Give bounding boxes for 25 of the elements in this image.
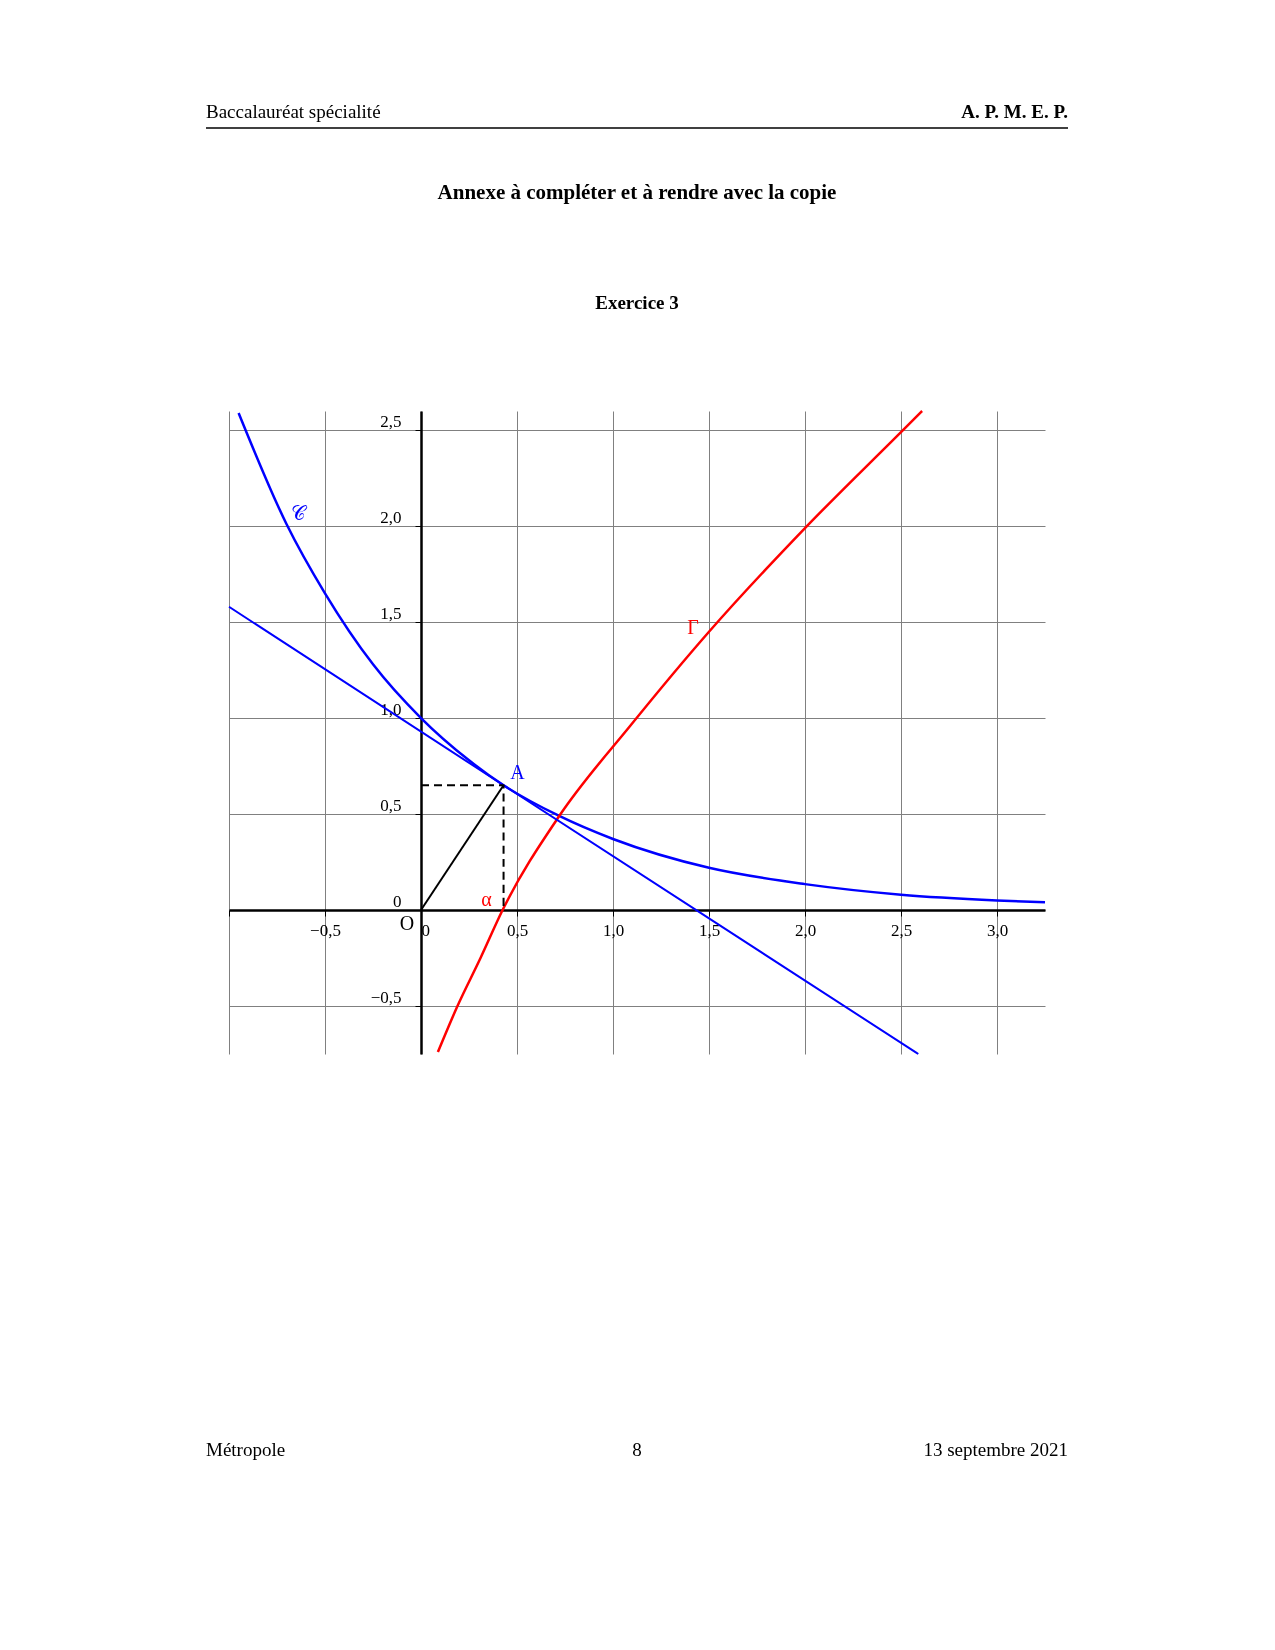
y-tick-label: 2,0 xyxy=(380,507,402,527)
chart-subtitle: Exercice 3 xyxy=(595,292,679,313)
x-tick-label: 2,0 xyxy=(794,920,817,940)
annotation: A xyxy=(510,761,526,784)
x-tick-label: −0,5 xyxy=(310,920,341,940)
annotation: Γ xyxy=(687,615,699,638)
annotation: O xyxy=(399,912,415,935)
y-tick-label: 1,5 xyxy=(380,603,402,623)
x-tick-label: 1,5 xyxy=(698,920,721,940)
y-tick-label: 0 xyxy=(393,891,402,911)
x-tick-label: 1,0 xyxy=(602,920,625,940)
x-tick-label: 3,0 xyxy=(986,920,1009,940)
text: Baccalauréat spécialité xyxy=(206,101,381,122)
y-tick-label: 2,5 xyxy=(380,411,402,431)
text: Métropole xyxy=(206,1439,286,1460)
y-tick-label: 0,5 xyxy=(380,795,402,815)
text: 8 xyxy=(632,1439,642,1460)
x-tick-label: 0,5 xyxy=(506,920,529,940)
text: 13 septembre 2021 xyxy=(923,1439,1068,1460)
annotation: 𝒞 xyxy=(291,502,309,525)
chart-title: Annexe à compléter et à rendre avec la copie xyxy=(437,180,837,204)
text: A. P. M. E. P. xyxy=(961,101,1068,122)
annotation: α xyxy=(481,888,493,911)
y-tick-label: −0,5 xyxy=(370,987,402,1007)
x-tick-label: 2,5 xyxy=(890,920,913,940)
